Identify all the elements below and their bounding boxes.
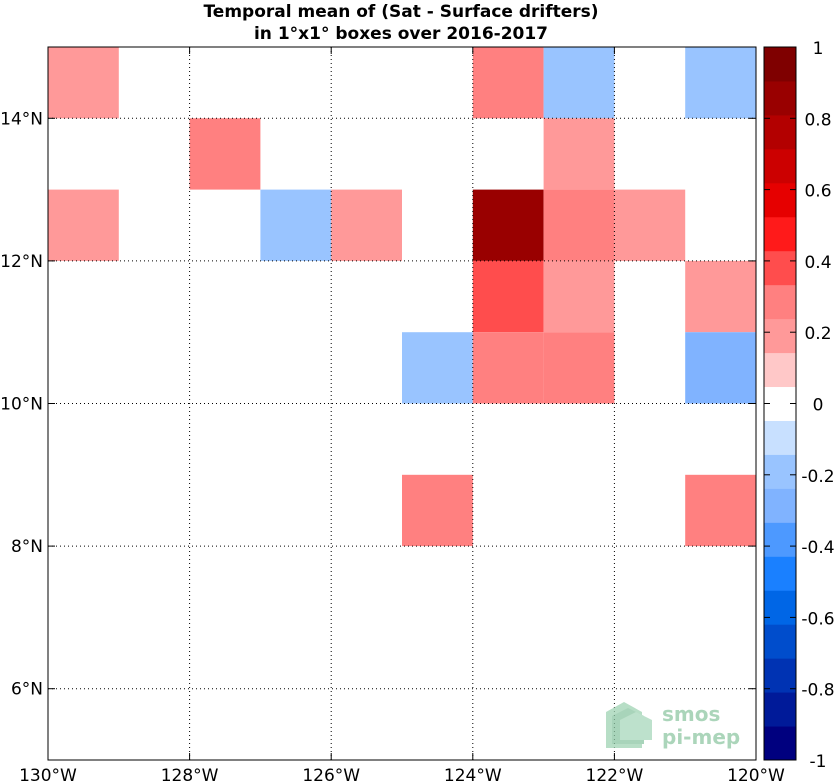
heatmap-cell <box>543 47 615 119</box>
heatmap-cell <box>614 189 686 261</box>
y-tick-label: 6°N <box>11 680 43 700</box>
colorbar-segment <box>764 182 796 218</box>
logo-text-smos: smos <box>662 702 720 726</box>
chart-subtitle: in 1°x1° boxes over 2016-2017 <box>254 24 548 44</box>
x-tick-label: 130°W <box>19 766 77 784</box>
colorbar-tick-label: -0.4 <box>801 538 834 558</box>
heatmap-cell <box>685 47 756 119</box>
heatmap-cell <box>48 47 119 119</box>
colorbar-segment <box>764 522 796 557</box>
y-axis: 6°N 8°N 10°N 12°N 14°N <box>0 109 756 700</box>
x-tick-label: 124°W <box>444 766 502 784</box>
colorbar-tick-label: 0.6 <box>804 182 831 202</box>
logo-text-pimep: pi-mep <box>662 725 740 749</box>
colorbar-segment <box>764 250 796 286</box>
x-tick-label: 122°W <box>586 766 644 784</box>
colorbar-segment <box>764 284 796 320</box>
heatmap-cell <box>48 189 119 261</box>
y-tick-label: 10°N <box>0 395 43 415</box>
colorbar <box>763 46 797 761</box>
y-tick-label: 14°N <box>0 109 43 129</box>
heatmap-cell <box>685 260 756 333</box>
heatmap-cell <box>402 474 473 547</box>
heatmap-cell <box>189 118 261 190</box>
x-axis: 130°W 128°W 126°W 124°W 122°W 120°W <box>19 47 785 784</box>
colorbar-segment <box>764 352 796 388</box>
x-tick-label: 120°W <box>727 766 785 784</box>
colorbar-ticks: 1 0.8 0.6 0.4 0.2 0 -0.2 -0.4 -0.6 -0.8 -1 <box>764 39 835 772</box>
colorbar-tick-label: 0.4 <box>804 253 831 273</box>
colorbar-tick-label: -0.8 <box>801 681 834 701</box>
heatmap-cell <box>543 332 615 404</box>
colorbar-segment <box>764 692 796 727</box>
colorbar-segment <box>764 726 796 761</box>
heatmap-cell <box>685 332 756 404</box>
heatmap-cell <box>543 189 615 261</box>
heatmap-cell <box>685 474 756 547</box>
colorbar-segment <box>764 624 796 659</box>
colorbar-segment <box>764 80 796 116</box>
colorbar-segment <box>764 148 796 184</box>
y-tick-label: 8°N <box>11 537 43 557</box>
colorbar-segment <box>764 658 796 693</box>
heatmap-cell <box>260 189 332 261</box>
colorbar-tick-label: 1 <box>813 39 824 59</box>
heatmap-cell <box>331 189 402 261</box>
colorbar-segment <box>764 114 796 150</box>
smos-pimep-logo: smos pi-mep <box>606 702 740 749</box>
heatmap-cell <box>543 118 615 190</box>
colorbar-tick-label: -0.6 <box>801 609 834 629</box>
colorbar-segment <box>764 590 796 625</box>
x-tick-label: 128°W <box>161 766 219 784</box>
colorbar-segment <box>764 420 796 455</box>
colorbar-tick-label: -1 <box>810 752 827 772</box>
heatmap-cell <box>543 260 615 333</box>
colorbar-segment <box>764 556 796 591</box>
colorbar-segment <box>764 47 796 82</box>
heatmap-cell <box>472 47 544 119</box>
heatmap-cell <box>472 189 544 261</box>
colorbar-tick-label: -0.2 <box>801 467 834 487</box>
heatmap-cell <box>402 332 473 404</box>
colorbar-tick-label: 0 <box>813 396 824 416</box>
colorbar-segment <box>764 318 796 354</box>
colorbar-tick-label: 0.8 <box>804 110 831 130</box>
colorbar-segment <box>764 216 796 252</box>
colorbar-segment <box>764 454 796 489</box>
grid-lines <box>48 47 756 760</box>
heatmap-cell <box>472 332 544 404</box>
heatmap-cells <box>48 47 756 547</box>
heatmap-cell <box>472 260 544 333</box>
colorbar-tick-label: 0.2 <box>804 324 831 344</box>
x-tick-label: 126°W <box>302 766 360 784</box>
y-tick-label: 12°N <box>0 252 43 272</box>
colorbar-segment <box>764 488 796 523</box>
chart-title: Temporal mean of (Sat - Surface drifters… <box>203 2 598 22</box>
